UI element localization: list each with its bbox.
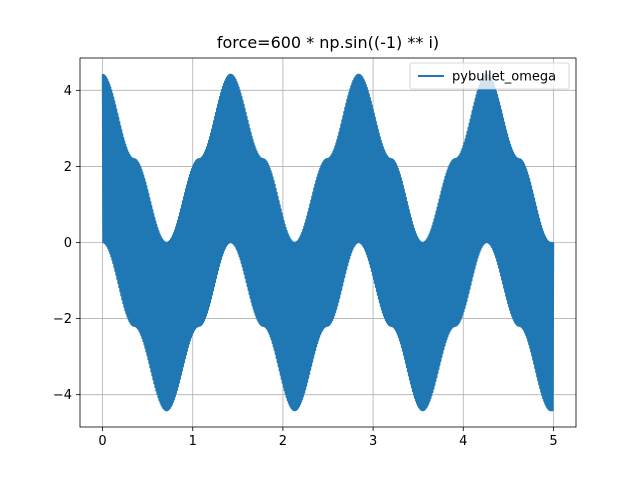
chart-title: force=600 * np.sin((-1) ** i) [217, 33, 439, 52]
x-tick-label: 2 [279, 434, 287, 449]
y-tick-label: 4 [64, 84, 72, 99]
y-tick-label: 0 [64, 236, 72, 251]
y-tick-label: 2 [64, 160, 72, 175]
y-tick-label: −4 [53, 388, 72, 403]
x-tick-label: 3 [369, 434, 377, 449]
ticks: 0 1 2 3 4 5 −4 −2 0 2 4 [53, 84, 558, 449]
x-tick-label: 5 [549, 434, 557, 449]
legend-label: pybullet_omega [452, 70, 556, 85]
legend: pybullet_omega [409, 62, 570, 90]
x-tick-label: 1 [189, 434, 197, 449]
x-tick-label: 4 [459, 434, 467, 449]
y-tick-label: −2 [53, 312, 72, 327]
x-tick-label: 0 [98, 434, 106, 449]
legend-box [409, 62, 570, 90]
